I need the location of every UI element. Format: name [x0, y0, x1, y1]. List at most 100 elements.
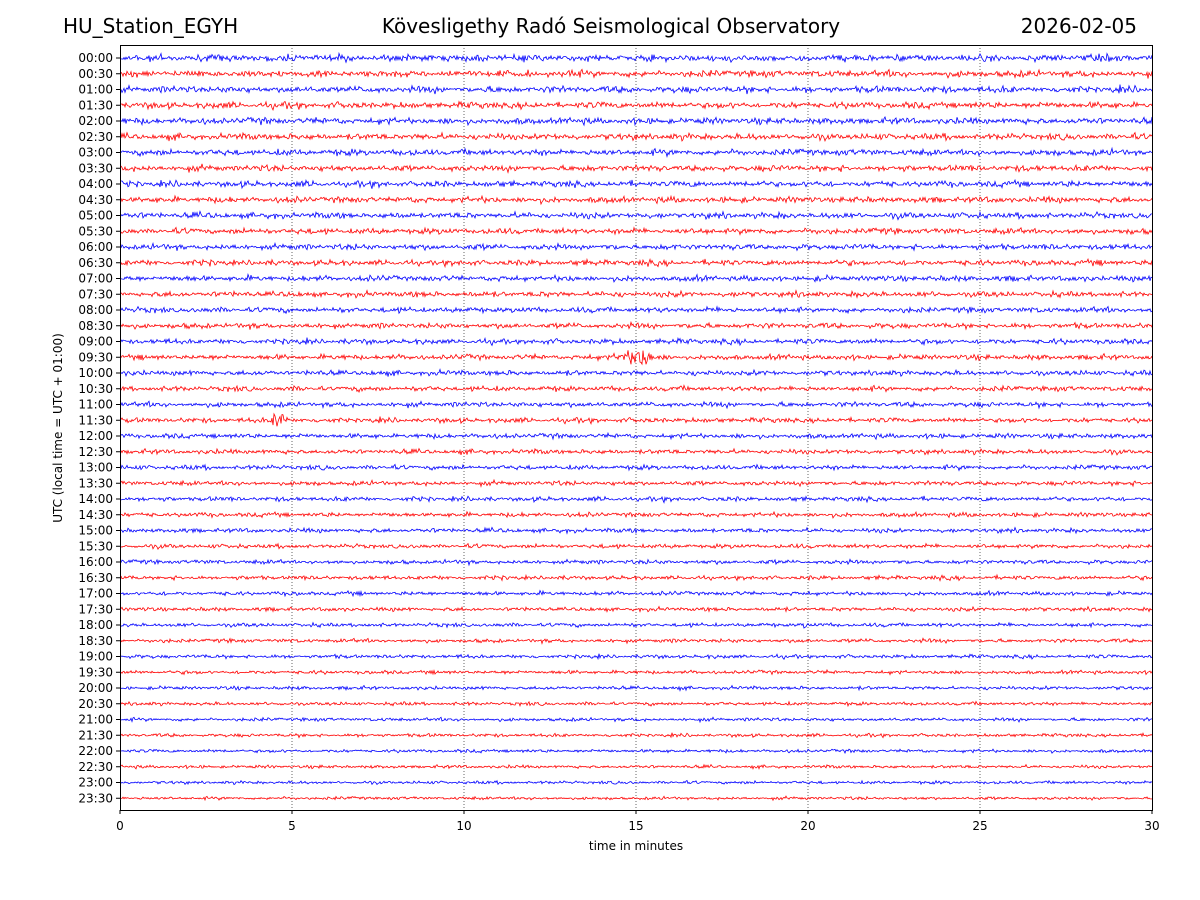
trace-09:00: [120, 336, 1153, 347]
row-label: 09:00: [78, 335, 113, 349]
trace-18:30: [120, 637, 1153, 645]
trace-13:00: [120, 463, 1153, 472]
trace-19:30: [120, 668, 1153, 676]
row-label: 05:00: [78, 209, 113, 223]
row-label: 15:00: [78, 524, 113, 538]
row-label: 17:30: [78, 602, 113, 616]
trace-12:30: [120, 447, 1153, 456]
row-label: 23:00: [78, 776, 113, 790]
row-label: 03:00: [78, 146, 113, 160]
trace-23:00: [120, 779, 1153, 786]
row-label: 02:30: [78, 130, 113, 144]
row-label: 18:30: [78, 634, 113, 648]
row-label: 09:30: [78, 350, 113, 364]
trace-12:00: [120, 431, 1153, 441]
x-axis-label: time in minutes: [589, 839, 683, 853]
row-label: 13:30: [78, 476, 113, 490]
row-label: 04:00: [78, 177, 113, 191]
trace-14:00: [120, 495, 1153, 504]
trace-18:00: [120, 621, 1153, 629]
row-label: 20:30: [78, 697, 113, 711]
row-label: 00:00: [78, 51, 113, 65]
row-label: 03:30: [78, 161, 113, 175]
trace-23:30: [120, 795, 1153, 802]
row-label: 06:30: [78, 256, 113, 270]
trace-08:00: [120, 305, 1153, 315]
trace-11:30: [120, 412, 1153, 427]
trace-09:30: [120, 350, 1153, 366]
trace-06:00: [120, 241, 1153, 252]
row-label: 08:30: [78, 319, 113, 333]
x-tick-label: 15: [628, 819, 643, 833]
trace-10:30: [120, 384, 1153, 394]
row-label: 16:30: [78, 571, 113, 585]
trace-02:00: [120, 116, 1153, 127]
trace-17:30: [120, 605, 1153, 613]
station-name: HU_Station_EGYH: [63, 14, 239, 38]
trace-01:30: [120, 100, 1153, 112]
row-label: 14:30: [78, 508, 113, 522]
row-label: 21:00: [78, 713, 113, 727]
trace-04:30: [120, 194, 1153, 206]
row-label: 15:30: [78, 539, 113, 553]
trace-10:00: [120, 368, 1153, 377]
trace-07:00: [120, 273, 1153, 283]
grid-lines: [291, 45, 981, 810]
trace-07:30: [120, 289, 1153, 299]
row-label: 05:30: [78, 224, 113, 238]
trace-20:30: [120, 700, 1152, 708]
trace-20:00: [121, 684, 1153, 692]
row-label: 19:00: [78, 650, 113, 664]
row-label: 11:30: [78, 413, 113, 427]
trace-16:30: [120, 573, 1153, 582]
row-label: 07:00: [78, 272, 113, 286]
trace-17:00: [120, 589, 1153, 598]
row-label: 12:00: [78, 429, 113, 443]
row-label: 01:30: [78, 98, 113, 112]
trace-11:00: [120, 400, 1153, 410]
x-tick-label: 30: [1144, 819, 1159, 833]
row-label: 13:00: [78, 461, 113, 475]
x-tick-label: 25: [972, 819, 987, 833]
row-label: 08:00: [78, 303, 113, 317]
row-label: 23:30: [78, 791, 113, 805]
row-label: 10:30: [78, 382, 113, 396]
row-label: 14:00: [78, 492, 113, 506]
trace-22:00: [120, 748, 1153, 755]
x-axis-ticks: 0 5 10 15 20 25 30: [116, 810, 1160, 833]
row-label: 06:00: [78, 240, 113, 254]
row-label: 00:30: [78, 67, 113, 81]
trace-00:00: [120, 51, 1153, 64]
trace-21:30: [120, 732, 1153, 739]
row-label: 19:30: [78, 665, 113, 679]
trace-14:30: [120, 510, 1153, 519]
x-tick-label: 0: [116, 819, 124, 833]
row-label: 22:00: [78, 744, 113, 758]
row-label: 18:00: [78, 618, 113, 632]
x-tick-label: 20: [800, 819, 815, 833]
helicorder-date: 2026-02-05: [1020, 14, 1137, 38]
trace-05:30: [120, 226, 1153, 236]
trace-04:00: [121, 178, 1153, 190]
trace-06:30: [120, 257, 1153, 269]
trace-05:00: [120, 210, 1153, 221]
trace-13:30: [120, 478, 1153, 488]
row-label: 21:30: [78, 728, 113, 742]
trace-lines: [120, 51, 1153, 802]
trace-16:00: [120, 558, 1153, 567]
row-label: 02:00: [78, 114, 113, 128]
trace-21:00: [120, 716, 1153, 724]
x-tick-label: 5: [288, 819, 296, 833]
trace-15:30: [120, 542, 1153, 551]
trace-01:00: [120, 84, 1153, 95]
row-label: 20:00: [78, 681, 113, 695]
row-label: 07:30: [78, 287, 113, 301]
y-axis-label: UTC (local time = UTC + 01:00): [51, 333, 65, 523]
row-label: 16:00: [78, 555, 113, 569]
row-label: 12:30: [78, 445, 113, 459]
row-label: 17:00: [78, 587, 113, 601]
row-label: 22:30: [78, 760, 113, 774]
trace-00:30: [120, 68, 1153, 79]
row-label: 01:00: [78, 83, 113, 97]
